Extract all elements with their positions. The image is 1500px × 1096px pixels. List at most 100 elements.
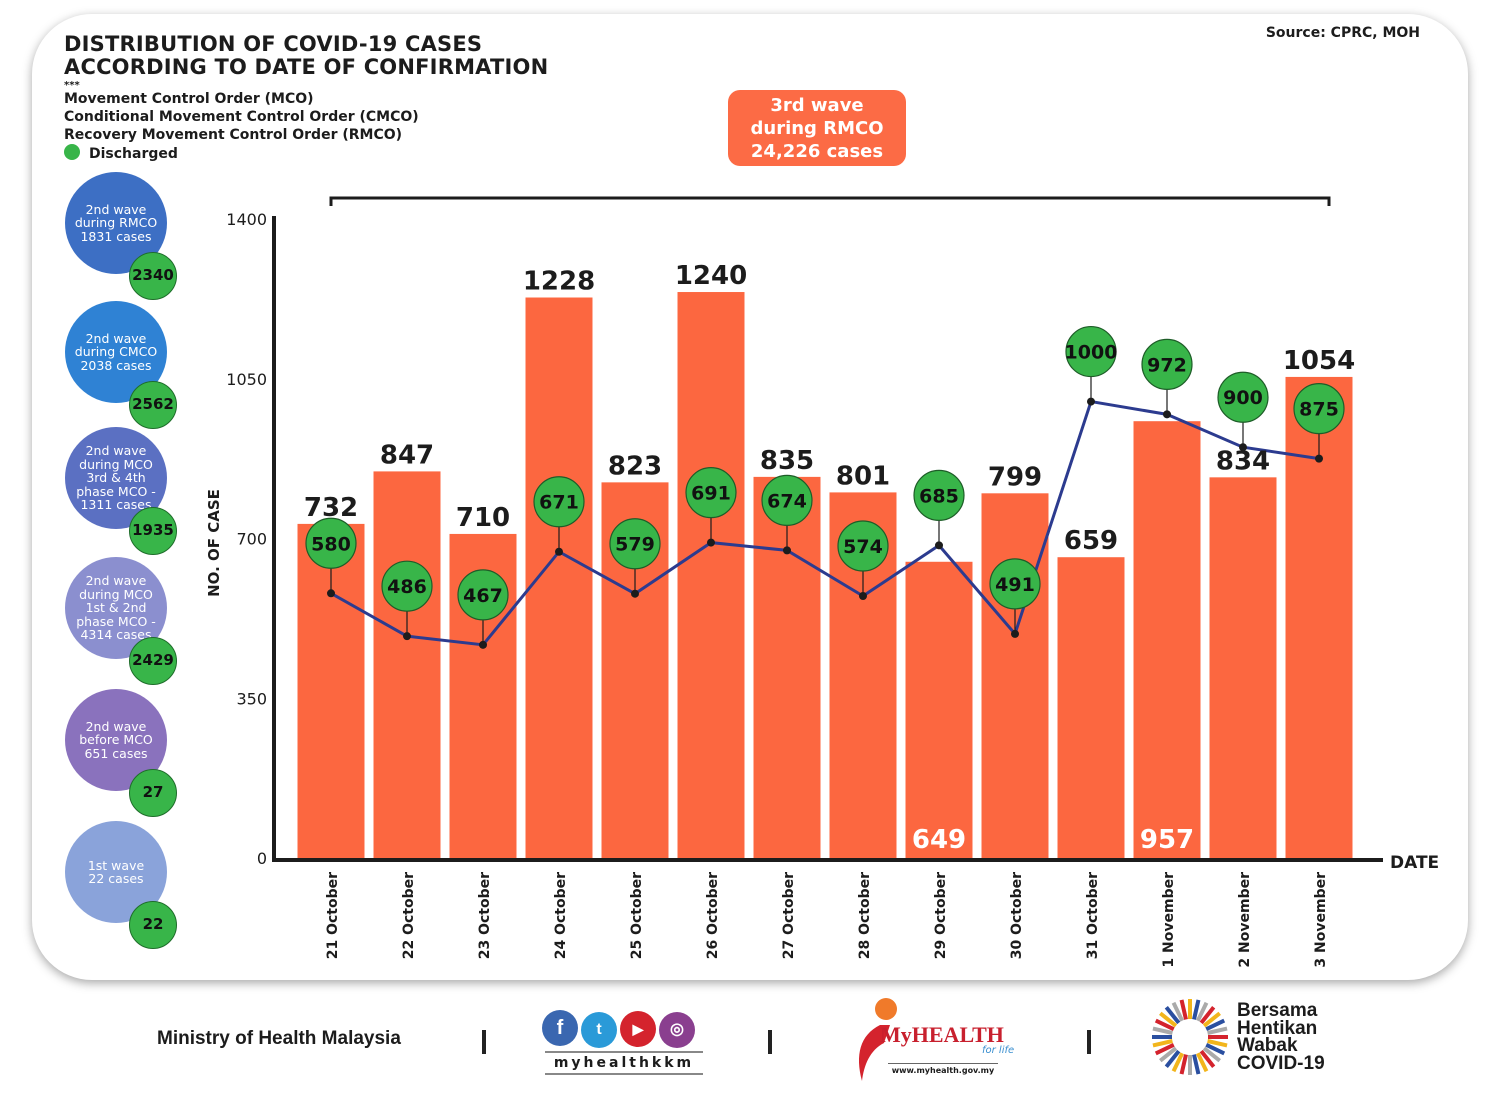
x-tick-label: 31 October (1085, 872, 1101, 959)
burst-ray (1154, 1018, 1175, 1031)
legend-discharged: Discharged (64, 144, 419, 163)
bar (373, 471, 441, 858)
myhealth-wordmark: MyHEALTH (880, 1022, 1004, 1047)
x-tick-label: 21 October (325, 872, 341, 959)
bar (1209, 477, 1277, 858)
x-tick-label: 23 October (477, 872, 493, 959)
y-axis-title: NO. OF CASE (205, 489, 223, 597)
wave-circle: 2nd wave during MCO 3rd & 4th phase MCO -13… (65, 427, 177, 555)
discharged-bubble (1217, 371, 1269, 423)
discharged-point (859, 592, 867, 601)
instagram-icon[interactable]: ◎ (659, 1012, 695, 1048)
burst-ray (1202, 1011, 1221, 1028)
bar-value-label: 1054 (1283, 346, 1355, 376)
burst-ray (1179, 999, 1188, 1020)
discharged-value-label: 579 (615, 534, 655, 556)
wave-bracket (329, 196, 1331, 206)
facebook-icon[interactable]: f (542, 1010, 578, 1046)
campaign-slogan: Bersama Hentikan Wabak COVID-19 (1237, 1000, 1325, 1074)
discharged-value-label: 491 (995, 574, 1035, 596)
discharged-value-label: 467 (463, 585, 503, 607)
bar-value-label: 801 (836, 461, 890, 491)
burst-ray (1152, 1039, 1173, 1048)
bar (1057, 557, 1125, 858)
burst-ray (1179, 1054, 1188, 1075)
discharged-value-label: 972 (1147, 354, 1187, 376)
y-tick-label: 0 (257, 849, 267, 868)
x-tick-label: 26 October (705, 872, 721, 959)
burst-ray (1164, 1049, 1181, 1068)
discharged-bubble (609, 518, 661, 570)
bar (981, 493, 1049, 858)
discharged-bubble (1141, 338, 1193, 390)
bar-value-label: 847 (380, 440, 434, 470)
y-tick-label: 350 (236, 689, 267, 708)
wave-label: 2nd wave before MCO 651 cases (79, 718, 153, 761)
slogan-line: Bersama (1237, 1000, 1318, 1021)
discharged-point (1163, 410, 1171, 419)
burst-ray (1202, 1046, 1221, 1063)
ministry-name: Ministry of Health Malaysia (157, 1028, 401, 1049)
discharged-point (1011, 629, 1019, 638)
bar-value-label: 834 (1216, 446, 1270, 476)
banner-line-1: 3rd wave (770, 95, 864, 116)
wave-label: 1st wave 22 cases (87, 857, 145, 886)
wave-label: 2nd wave during RMCO 1831 cases (74, 201, 158, 244)
bar-value-label: 1240 (675, 261, 747, 291)
banner-line-3: 24,226 cases (750, 141, 884, 162)
discharged-value-label: 900 (1223, 387, 1263, 409)
social-handle: myhealthkkm (545, 1051, 703, 1075)
discharged-bubble (305, 517, 357, 569)
discharged-point (783, 546, 791, 555)
x-tick-label: 30 October (1009, 872, 1025, 959)
myhealth-logo (859, 998, 897, 1081)
x-tick-label: 29 October (933, 872, 949, 959)
note-rmco: Recovery Movement Control Order (RMCO) (64, 127, 403, 143)
discharged-bubble (381, 560, 433, 612)
wave-label: 2nd wave during CMCO 2038 cases (74, 330, 158, 373)
discharged-point (707, 538, 715, 547)
divider (1087, 1030, 1091, 1054)
discharged-point (1239, 443, 1247, 452)
wave-discharged-badge: 1935 (129, 507, 177, 555)
discharged-bubble (837, 520, 889, 572)
discharged-bubble (533, 476, 585, 528)
legend-notes: *** Movement Control Order (MCO) Conditi… (64, 81, 419, 163)
burst-ray (1205, 1018, 1226, 1031)
discharged-line (330, 399, 1320, 647)
discharged-point (555, 547, 563, 556)
discharged-bubble (761, 474, 813, 526)
wave-circle: 2nd wave during RMCO 1831 cases 2340 (65, 172, 177, 300)
title-line-2: ACCORDING TO DATE OF CONFIRMATION (64, 55, 549, 79)
slogan-line: COVID-19 (1237, 1052, 1325, 1074)
burst-ray (1196, 1052, 1209, 1073)
discharged-value-label: 580 (311, 533, 351, 555)
twitter-icon[interactable]: t (581, 1012, 617, 1048)
discharged-dot-icon (64, 144, 80, 160)
divider (482, 1030, 486, 1054)
youtube-icon[interactable]: ▶ (620, 1011, 656, 1047)
discharged-bubble (1065, 325, 1117, 378)
discharged-value-label: 685 (919, 485, 959, 507)
bar-value-label: 799 (988, 462, 1042, 492)
wave-discharged-badge: 2429 (129, 637, 177, 685)
wave-circle: 2nd wave during CMCO 2038 cases 2562 (65, 301, 177, 429)
discharged-point (935, 541, 943, 550)
burst-ray (1171, 1052, 1184, 1073)
wave-discharged-badge: 2340 (129, 252, 177, 300)
burst-ray (1152, 1026, 1173, 1035)
wave-label: 2nd wave during MCO 3rd & 4th phase MCO -13… (76, 443, 156, 513)
source-note: Source: CPRC, MOH (1265, 25, 1420, 41)
burst-ray (1207, 1026, 1228, 1035)
burst-ray (1159, 1011, 1178, 1028)
discharged-value-label: 1000 (1065, 342, 1118, 364)
burst-ray (1192, 999, 1201, 1020)
discharged-bubble (913, 469, 965, 521)
discharged-point (1087, 397, 1095, 406)
bar (525, 297, 593, 858)
y-tick-label: 1050 (226, 370, 267, 389)
discharged-point (327, 589, 335, 598)
x-tick-label: 22 October (401, 872, 417, 959)
burst-ray (1205, 1043, 1226, 1056)
slogan-line: Wabak (1237, 1035, 1298, 1056)
